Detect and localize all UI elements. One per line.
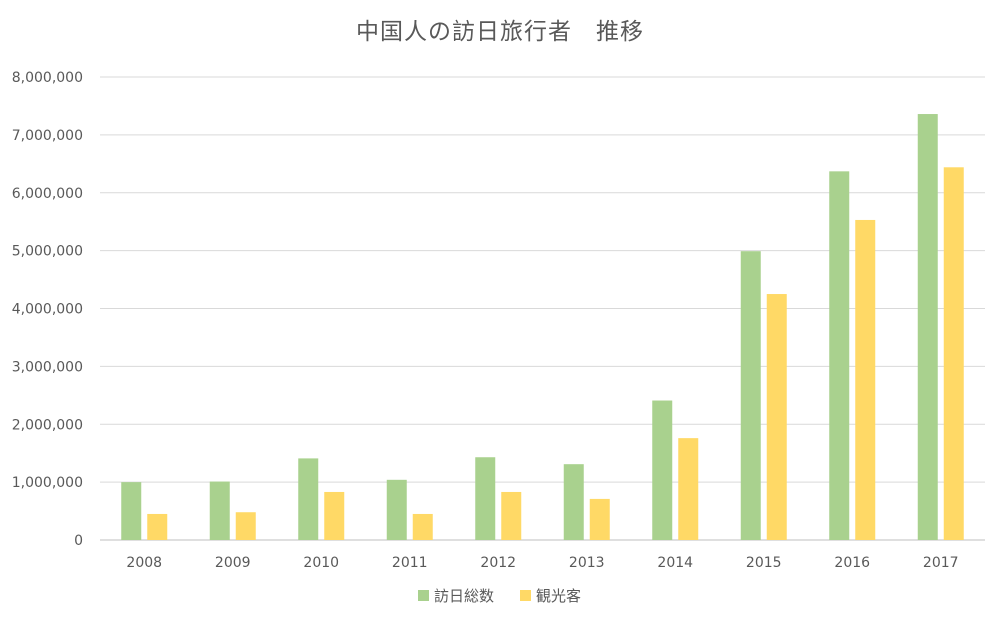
bar-tourist <box>766 294 787 540</box>
y-tick-label: 5,000,000 <box>12 244 83 260</box>
y-tick-label: 6,000,000 <box>12 186 83 202</box>
x-tick-label: 2013 <box>569 555 605 571</box>
bar-tourist <box>501 491 522 540</box>
y-tick-label: 0 <box>74 533 83 549</box>
bar-total <box>209 481 230 540</box>
bar-total <box>829 171 850 540</box>
bar-total <box>652 400 673 540</box>
bar-total <box>563 464 584 540</box>
x-tick-label: 2012 <box>480 555 516 571</box>
y-tick-label: 4,000,000 <box>12 302 83 318</box>
bar-total <box>917 114 938 540</box>
bar-total <box>121 482 142 540</box>
bar-total <box>298 458 319 540</box>
x-tick-label: 2008 <box>126 555 162 571</box>
x-tick-label: 2010 <box>303 555 339 571</box>
chart-title: 中国人の訪日旅行者 推移 <box>356 19 644 45</box>
y-tick-label: 1,000,000 <box>12 475 83 491</box>
bar-tourist <box>412 513 433 540</box>
x-tick-label: 2016 <box>834 555 870 571</box>
bar-total <box>475 457 496 540</box>
y-tick-label: 3,000,000 <box>12 359 83 375</box>
x-tick-label: 2011 <box>392 555 428 571</box>
bar-tourist <box>235 512 256 540</box>
y-tick-label: 7,000,000 <box>12 128 83 144</box>
bar-tourist <box>678 438 699 540</box>
y-tick-label: 2,000,000 <box>12 417 83 433</box>
x-tick-label: 2014 <box>657 555 693 571</box>
legend-label: 観光客 <box>536 587 581 605</box>
bar-tourist <box>855 219 876 541</box>
bar-tourist <box>147 513 168 540</box>
x-tick-label: 2009 <box>215 555 251 571</box>
x-tick-label: 2015 <box>746 555 782 571</box>
y-tick-label: 8,000,000 <box>12 70 83 86</box>
legend-label: 訪日総数 <box>434 587 494 605</box>
bar-tourist <box>324 491 345 540</box>
bar-tourist <box>943 167 964 540</box>
bar-total <box>386 479 407 540</box>
bar-total <box>740 251 761 541</box>
legend-swatch <box>520 590 531 601</box>
x-tick-label: 2017 <box>923 555 959 571</box>
legend-swatch <box>418 590 429 601</box>
bar-tourist <box>589 498 610 540</box>
